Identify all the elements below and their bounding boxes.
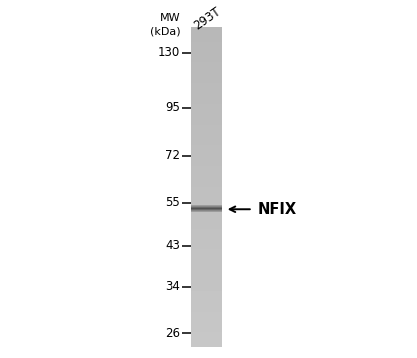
- Text: NFIX: NFIX: [258, 202, 297, 217]
- Text: 95: 95: [165, 101, 180, 114]
- Text: 43: 43: [165, 239, 180, 252]
- Text: 55: 55: [166, 196, 180, 209]
- Text: 26: 26: [165, 327, 180, 340]
- Text: MW: MW: [160, 13, 180, 23]
- Text: (kDa): (kDa): [150, 27, 180, 37]
- Text: 130: 130: [158, 47, 180, 59]
- Text: 293T: 293T: [191, 5, 223, 33]
- Text: 72: 72: [165, 149, 180, 163]
- Text: 34: 34: [165, 280, 180, 293]
